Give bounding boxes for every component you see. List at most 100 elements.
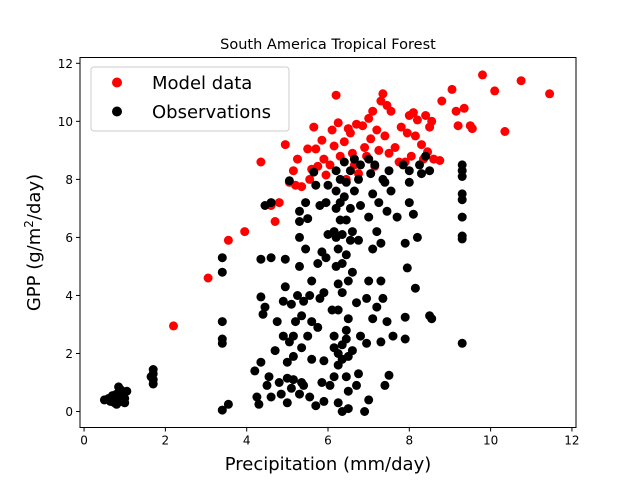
data-point-observations [376,337,386,347]
data-point-observations [301,244,311,254]
data-point-model-data [478,70,487,80]
data-point-model-data [329,141,339,151]
data-point-model-data [345,128,355,138]
data-point-observations [337,259,347,268]
data-point-observations [339,157,349,167]
data-point-model-data [402,128,412,138]
data-point-observations [349,186,359,196]
data-point-model-data [327,125,337,135]
data-point-observations [256,254,266,264]
data-point-observations [295,232,304,242]
data-point-observations [272,317,282,327]
data-point-observations [284,176,294,186]
data-point-model-data [451,106,461,116]
data-point-observations [313,322,323,332]
data-point-observations [319,396,329,406]
data-point-observations [250,366,260,376]
data-point-observations [307,317,317,327]
data-point-observations [384,370,394,380]
data-point-observations [345,166,355,176]
data-point-observations [417,169,426,179]
data-point-model-data [311,144,321,154]
data-point-observations [329,372,339,382]
data-point-observations [343,314,353,324]
data-point-observations [382,317,392,327]
x-tick-label: 8 [405,434,413,448]
data-point-model-data [288,166,298,176]
data-point-observations [333,305,343,315]
data-point-model-data [459,103,469,113]
data-point-model-data [516,76,526,86]
data-point-model-data [447,84,457,94]
data-point-observations [295,261,304,271]
data-point-model-data [467,124,477,134]
x-tick-label: 4 [243,434,251,448]
data-point-observations [274,378,284,387]
data-point-observations [343,276,353,286]
data-point-observations [309,167,319,177]
data-point-model-data [453,121,463,131]
data-point-observations [148,365,158,374]
y-tick-label: 8 [65,173,73,187]
y-axis: 0 2 4 6 8 10 12 [58,57,80,419]
data-point-observations [288,375,298,385]
data-point-observations [415,160,424,170]
data-point-model-data [319,154,329,164]
data-point-observations [305,291,315,300]
data-point-observations [256,357,266,367]
data-point-observations [404,166,414,176]
x-tick-label: 12 [564,434,579,448]
data-point-observations [347,346,357,356]
data-point-observations [266,198,276,208]
data-point-observations [400,238,410,248]
data-point-observations [384,166,394,176]
data-point-model-data [384,148,394,158]
data-point-observations [266,392,276,402]
data-point-observations [280,282,290,292]
data-point-model-data [240,227,250,237]
y-axis-label: GPP (g/m2/day) [22,174,45,311]
y-axis-label-superscript: 2 [22,220,36,228]
data-point-observations [382,206,392,216]
data-point-model-data [339,137,349,147]
data-point-observations [217,267,227,277]
data-point-observations [293,291,302,300]
data-point-observations [252,392,262,402]
data-point-model-data [333,118,343,128]
data-point-observations [270,346,280,356]
data-point-model-data [406,151,416,161]
data-point-observations [341,177,351,187]
y-axis-label-main: GPP (g/m [24,228,45,311]
data-point-model-data [390,143,400,152]
data-point-model-data [545,89,555,99]
data-point-observations [402,263,412,273]
data-point-observations [368,244,378,254]
data-point-observations [282,398,292,408]
data-point-observations [376,238,386,248]
data-point-observations [356,201,365,210]
legend-label-model: Model data [152,73,252,94]
data-point-observations [368,314,378,324]
data-point-model-data [360,143,370,152]
data-point-observations [352,298,361,308]
data-point-observations [301,198,311,208]
y-tick-label: 4 [65,289,73,303]
data-point-observations [412,232,422,242]
data-point-observations [295,206,304,216]
data-point-model-data [280,140,290,150]
data-point-observations [288,331,298,341]
data-point-observations [410,283,420,293]
data-point-model-data [317,135,327,145]
data-point-observations [114,382,124,392]
data-point-observations [280,254,290,264]
data-point-model-data [331,90,341,100]
data-point-observations [345,203,355,213]
legend-marker-observations [112,106,122,117]
data-point-observations [321,198,331,208]
data-point-observations [266,253,276,263]
data-point-observations [299,380,309,390]
data-point-model-data [358,121,368,131]
data-point-observations [368,189,378,199]
y-tick-label: 0 [65,405,73,419]
data-point-observations [278,296,288,306]
